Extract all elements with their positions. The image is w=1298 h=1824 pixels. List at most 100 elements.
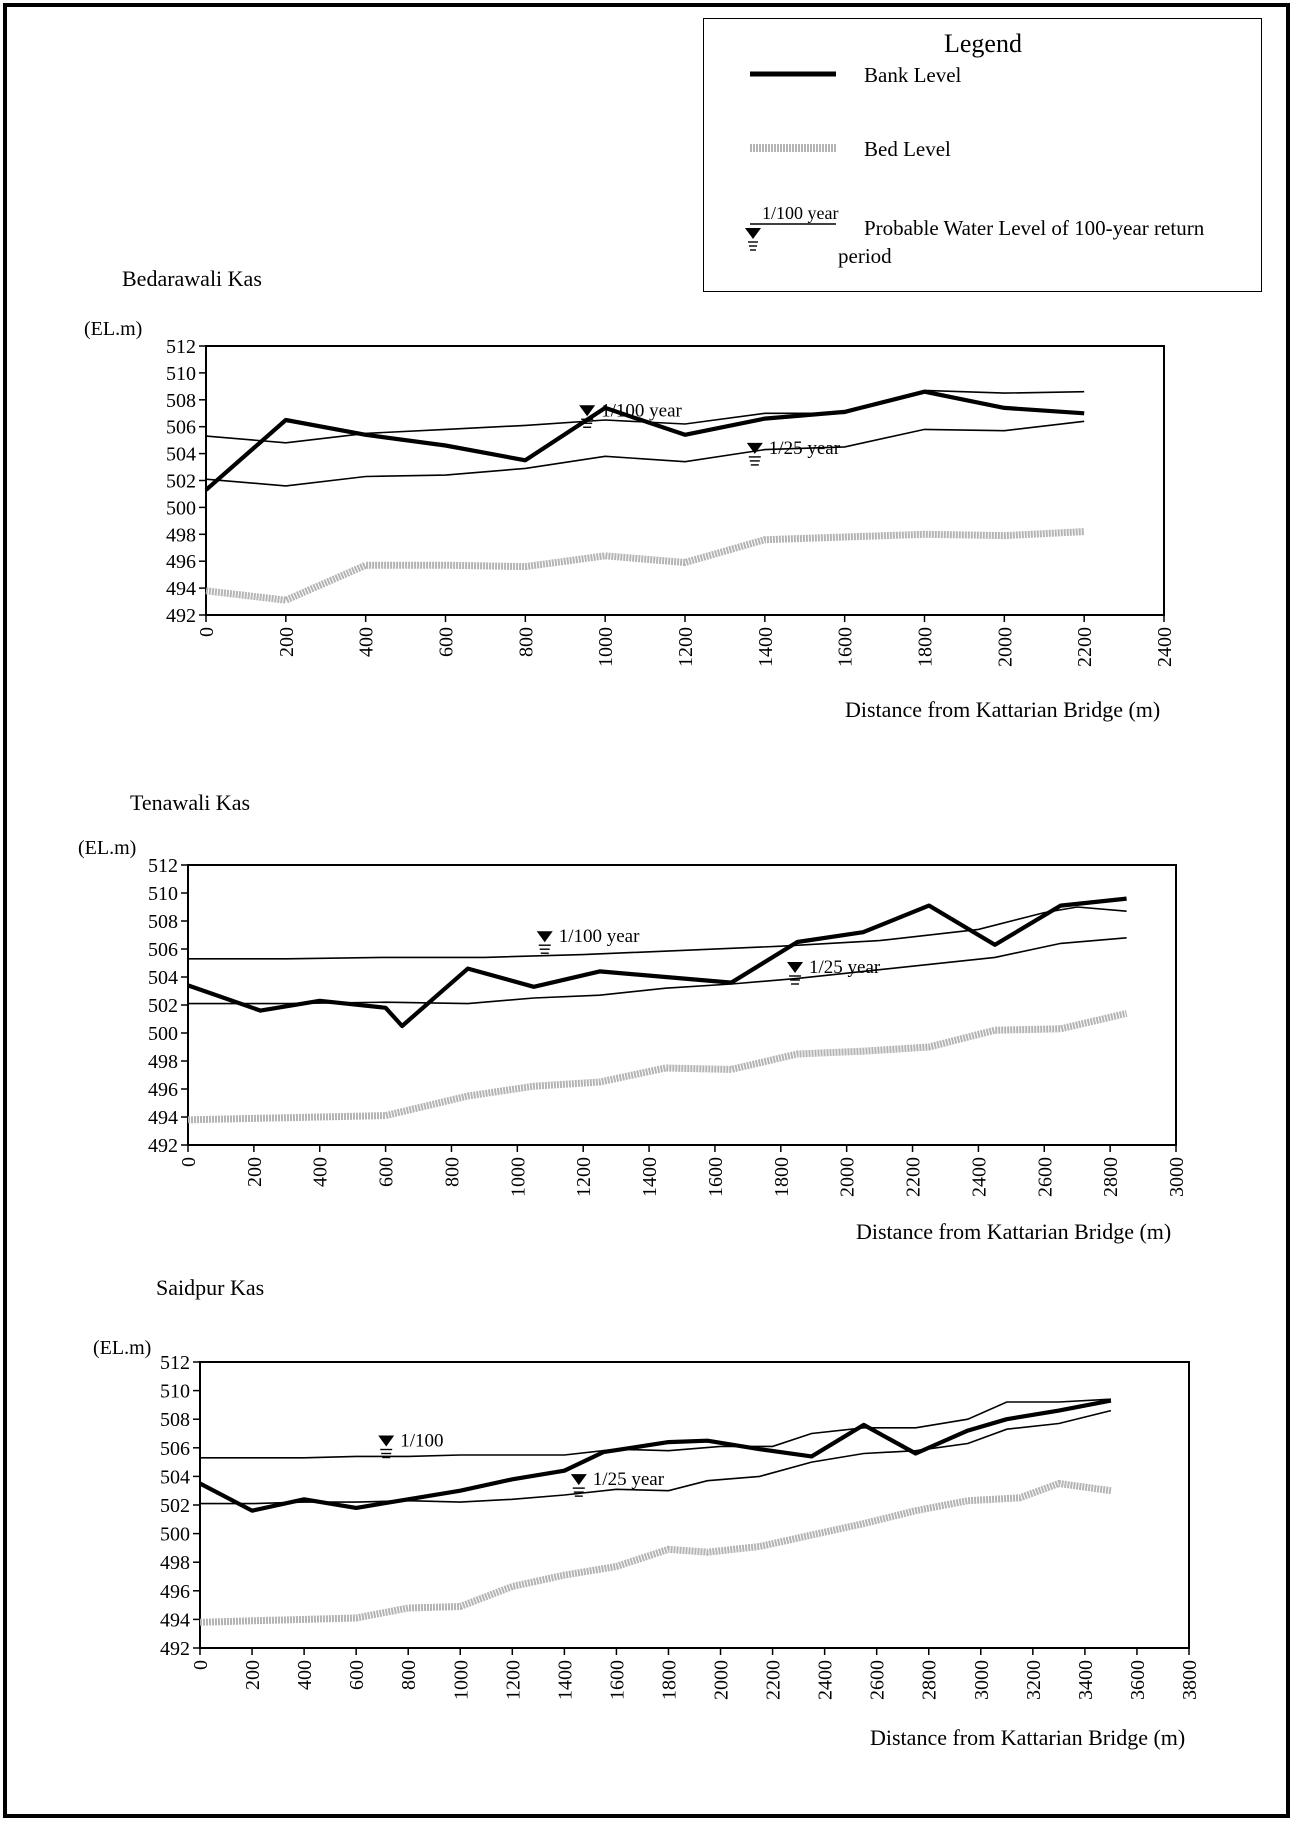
chart2-x-tick-label: 1400 <box>639 1157 661 1197</box>
chart1-x-tick-label: 2200 <box>1074 627 1096 667</box>
chart1-x-tick-label: 800 <box>515 627 537 657</box>
chart2-bed-level-line <box>187 1009 1128 1124</box>
chart3-x-tick-label: 1200 <box>502 1660 524 1700</box>
chart2-x-tick-label: 2400 <box>968 1157 990 1197</box>
chart3-y-tick-label: 496 <box>160 1581 190 1603</box>
chart2-x-tick-label: 2800 <box>1100 1157 1122 1197</box>
chart3-y-tick-label: 510 <box>160 1381 190 1403</box>
chart1-bank-level-line <box>204 389 1085 492</box>
chart2-1-25-year-label: 1/25 year <box>809 957 881 978</box>
chart1-x-tick-label: 1000 <box>595 627 617 667</box>
chart2-x-tick-label: 2000 <box>837 1157 859 1197</box>
chart2-x-label: Distance from Kattarian Bridge (m) <box>856 1219 1172 1244</box>
chart1-y-tick-label: 494 <box>166 578 196 600</box>
chart1-x-tick-label: 1200 <box>675 627 697 667</box>
chart2-bank-level-line <box>187 896 1127 1029</box>
chart1-y-tick-label: 504 <box>166 444 196 466</box>
chart3-y-unit: (EL.m) <box>93 1337 152 1359</box>
chart3-bank-level-line <box>199 1398 1112 1513</box>
chart3-y-tick-label: 508 <box>160 1409 190 1431</box>
chart3-1-25-year-water-marker-icon <box>570 1474 587 1497</box>
chart3-y-tick-label: 506 <box>160 1438 190 1460</box>
chart2-x-tick-label: 3000 <box>1166 1157 1188 1197</box>
chart1-y-tick-label: 508 <box>166 390 196 412</box>
chart3-x-tick-label: 0 <box>190 1660 212 1670</box>
chart1-y-tick-label: 502 <box>166 471 196 493</box>
chart3-1-25-year-line <box>200 1409 1112 1505</box>
chart1-x-tick-label: 1400 <box>755 627 777 667</box>
chart3-x-tick-label: 600 <box>346 1660 368 1690</box>
chart3-1-100-water-marker-icon <box>378 1435 395 1459</box>
chart3-bed-level-line <box>199 1479 1112 1626</box>
chart1-x-tick-label: 2400 <box>1154 627 1176 667</box>
chart2-plot-area <box>187 864 1177 1146</box>
chart3-x-tick-label: 2200 <box>763 1660 785 1700</box>
chart1-plot-area <box>205 345 1165 616</box>
chart1-x-tick-label: 200 <box>276 627 298 657</box>
chart2-x-tick-label: 2600 <box>1034 1157 1056 1197</box>
legend-marker-tag: 1/100 year <box>762 203 839 223</box>
chart1-1-25-year-water-marker-icon <box>746 442 763 466</box>
chart1-bed-level-line <box>205 528 1085 604</box>
chart2-y-tick-label: 492 <box>148 1135 178 1157</box>
legend-water-label: Probable Water Level of 100-year return <box>864 216 1205 240</box>
chart1-1-25-year-line <box>205 420 1085 487</box>
chart2-x-tick-label: 1200 <box>573 1157 595 1197</box>
chart3-1-100-line <box>200 1398 1111 1459</box>
chart3-x-tick-label: 200 <box>242 1660 264 1690</box>
chart3-x-tick-label: 1000 <box>450 1660 472 1700</box>
legend-water-label-line2: period <box>838 244 892 268</box>
chart1-y-tick-label: 506 <box>166 417 196 439</box>
chart2-y-tick-label: 512 <box>148 855 178 877</box>
chart1-y-tick-label: 492 <box>166 605 196 627</box>
chart2-x-tick-label: 600 <box>376 1157 398 1187</box>
chart3-y-tick-label: 500 <box>160 1524 190 1546</box>
chart3-x-tick-label: 1600 <box>606 1660 628 1700</box>
chart1-1-25-year-label: 1/25 year <box>769 438 841 459</box>
chart3-x-tick-label: 400 <box>294 1660 316 1690</box>
chart3-x-tick-label: 2400 <box>815 1660 837 1700</box>
chart3-1-25-year-label: 1/25 year <box>593 1469 665 1490</box>
chart2-title: Tenawali Kas <box>130 790 251 815</box>
chart2-x-tick-label: 200 <box>244 1157 266 1187</box>
chart3-x-tick-label: 1400 <box>554 1660 576 1700</box>
chart1-y-tick-label: 510 <box>166 363 196 385</box>
chart1-1-100-year-label: 1/100 year <box>601 400 682 421</box>
chart1-x-tick-label: 600 <box>436 627 458 657</box>
chart2-y-tick-label: 506 <box>148 939 178 961</box>
chart2-y-unit: (EL.m) <box>78 837 137 859</box>
figure-frame <box>3 3 1290 1818</box>
chart2-1-100-year-water-marker-icon <box>536 931 553 954</box>
chart1-x-tick-label: 1800 <box>915 627 937 667</box>
chart2-x-tick-label: 1800 <box>771 1157 793 1197</box>
legend-box: Legend Bank Level Bed Level 1/100 year P… <box>703 18 1262 292</box>
chart2-y-tick-label: 510 <box>148 883 178 905</box>
legend-water-marker-icon <box>745 228 761 251</box>
legend-bed-label: Bed Level <box>864 137 951 161</box>
chart1-y-tick-label: 512 <box>166 336 196 358</box>
chart2-y-tick-label: 502 <box>148 995 178 1017</box>
legend-bank-label: Bank Level <box>864 63 962 87</box>
legend-title: Legend <box>944 29 1022 58</box>
chart3-x-label: Distance from Kattarian Bridge (m) <box>870 1725 1186 1750</box>
chart2-y-tick-label: 494 <box>148 1107 178 1129</box>
chart3-y-tick-label: 502 <box>160 1495 190 1517</box>
legend-swatches <box>745 71 836 251</box>
chart2-1-25-year-water-marker-icon <box>787 962 804 985</box>
chart3-x-tick-label: 3400 <box>1075 1660 1097 1700</box>
chart1-x-label: Distance from Kattarian Bridge (m) <box>845 697 1161 722</box>
chart3-x-tick-label: 3600 <box>1127 1660 1149 1700</box>
chart2-y-tick-label: 500 <box>148 1023 178 1045</box>
chart3-y-tick-label: 492 <box>160 1638 190 1660</box>
chart1-x-tick-label: 2000 <box>994 627 1016 667</box>
chart3-x-tick-label: 2000 <box>711 1660 733 1700</box>
chart3-x-tick-label: 3000 <box>971 1660 993 1700</box>
chart1-y-unit: (EL.m) <box>84 318 143 340</box>
chart3-x-tick-label: 2600 <box>867 1660 889 1700</box>
chart3-y-tick-label: 494 <box>160 1609 190 1631</box>
chart3-y-tick-label: 498 <box>160 1552 190 1574</box>
chart1-x-tick-label: 400 <box>356 627 378 657</box>
chart2-y-tick-label: 504 <box>148 967 178 989</box>
chart1-x-tick-label: 0 <box>196 627 218 637</box>
chart1-y-tick-label: 496 <box>166 551 196 573</box>
